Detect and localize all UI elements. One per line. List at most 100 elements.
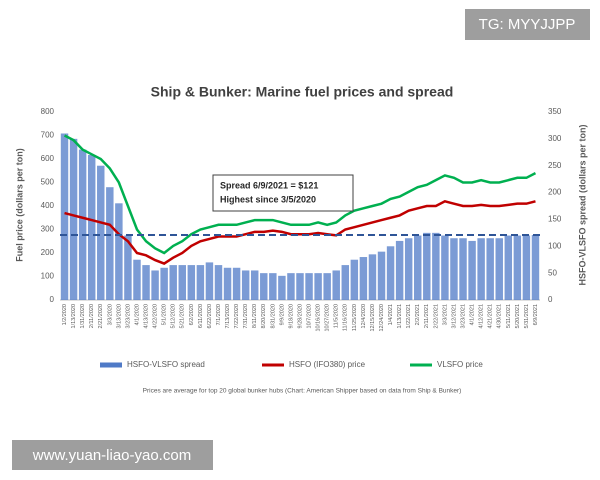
y2-tick-label: 100 <box>548 241 562 250</box>
x-tick-label: 12/15/2020 <box>370 304 376 332</box>
bar <box>386 246 395 300</box>
bar <box>151 270 159 300</box>
y-tick-label: 800 <box>41 107 55 116</box>
x-tick-label: 10/27/2020 <box>325 304 331 332</box>
bar <box>278 275 286 300</box>
y2-tick-label: 250 <box>548 161 562 170</box>
x-tick-label: 8/31/2020 <box>270 304 276 328</box>
bar <box>241 270 250 300</box>
bar <box>359 257 368 300</box>
legend-label: HSFO-VLSFO spread <box>127 360 205 369</box>
bar <box>495 238 503 300</box>
x-tick-label: 6/2/2020 <box>189 304 195 325</box>
bar <box>223 267 232 300</box>
x-tick-label: 9/9/2020 <box>279 304 285 325</box>
bar <box>97 165 105 300</box>
x-tick-label: 11/25/2020 <box>352 304 358 331</box>
bar <box>477 238 485 300</box>
x-tick-label: 5/21/2020 <box>180 304 186 328</box>
watermark: TG: MYYJJPP <box>479 16 576 33</box>
y-tick-label: 500 <box>41 178 55 187</box>
x-tick-label: 1/22/2021 <box>406 304 412 328</box>
bar <box>269 273 277 300</box>
x-tick-label: 7/1/2020 <box>216 304 222 325</box>
x-tick-label: 4/1/2021 <box>470 304 476 325</box>
bar <box>414 235 422 300</box>
bar <box>368 254 377 300</box>
legend-label: HSFO (IFO380) price <box>289 360 366 369</box>
x-tick-label: 4/13/2020 <box>143 304 149 328</box>
bar <box>287 273 295 300</box>
bar <box>504 235 513 300</box>
bar <box>531 235 540 300</box>
bar <box>205 262 214 300</box>
x-tick-label: 5/20/2021 <box>515 304 521 328</box>
x-tick-label: 1/4/2021 <box>388 304 394 325</box>
x-tick-label: 2/2/2021 <box>415 304 421 325</box>
bar <box>423 232 431 300</box>
x-tick-label: 3/12/2021 <box>451 304 457 328</box>
x-tick-label: 5/11/2021 <box>506 304 512 328</box>
x-tick-label: 4/22/2020 <box>153 304 159 328</box>
y2-tick-label: 0 <box>548 295 553 304</box>
bar <box>305 273 313 300</box>
watermark: www.yuan-liao-yao.com <box>32 447 191 464</box>
bar <box>187 265 196 300</box>
bar <box>214 265 223 300</box>
x-tick-label: 12/4/2020 <box>361 304 367 328</box>
x-tick-label: 2/11/2020 <box>89 304 95 328</box>
bar <box>395 240 404 300</box>
bar <box>404 238 413 300</box>
legend-label: VLSFO price <box>437 360 483 369</box>
bar <box>486 238 494 300</box>
y-tick-label: 100 <box>41 272 55 281</box>
bar <box>124 235 132 300</box>
x-tick-label: 5/12/2020 <box>171 304 177 328</box>
bar <box>296 273 304 300</box>
footnote: Prices are average for top 20 global bun… <box>143 388 462 395</box>
x-tick-label: 4/1/2020 <box>134 304 140 325</box>
bar <box>332 270 340 300</box>
bar <box>178 265 186 300</box>
x-tick-label: 3/13/2020 <box>116 304 122 328</box>
x-tick-label: 3/3/2020 <box>107 304 113 325</box>
chart-title: Ship & Bunker: Marine fuel prices and sp… <box>151 84 454 100</box>
bar <box>169 265 177 300</box>
x-tick-label: 6/22/2020 <box>207 304 213 328</box>
bar <box>160 267 168 300</box>
x-tick-label: 9/18/2020 <box>288 304 294 328</box>
x-tick-label: 1/13/2020 <box>71 304 77 328</box>
line <box>63 134 537 255</box>
x-tick-label: 10/16/2020 <box>316 304 322 332</box>
bar <box>350 259 359 300</box>
watermark-box <box>12 440 213 470</box>
y-tick-label: 300 <box>41 225 55 234</box>
annotation-box <box>212 174 354 212</box>
bar <box>260 273 268 300</box>
bar <box>314 273 322 300</box>
bar <box>115 203 123 300</box>
x-tick-label: 2/22/2021 <box>433 304 439 328</box>
x-tick-label: 4/12/2021 <box>479 304 485 328</box>
x-tick-label: 5/31/2021 <box>524 304 530 328</box>
bar <box>522 235 531 300</box>
bar <box>250 270 259 300</box>
x-tick-label: 5/1/2020 <box>162 304 168 325</box>
bar <box>432 232 440 300</box>
x-tick-label: 4/21/2021 <box>488 304 494 328</box>
x-tick-label: 7/31/2020 <box>243 304 249 328</box>
y2-tick-label: 300 <box>548 134 562 143</box>
y2-tick-label: 350 <box>548 107 562 116</box>
x-tick-label: 1/31/2020 <box>80 304 86 328</box>
y-tick-label: 700 <box>41 131 55 140</box>
bar <box>377 251 386 300</box>
x-tick-label: 3/23/2020 <box>125 304 131 328</box>
x-tick-label: 1/13/2021 <box>397 304 403 328</box>
bar <box>133 259 141 300</box>
x-tick-label: 10/7/2020 <box>307 304 313 328</box>
x-tick-label: 2/21/2020 <box>98 304 104 328</box>
bar <box>69 138 78 300</box>
bar <box>106 187 114 300</box>
bar <box>142 265 150 300</box>
x-tick-label: 2/11/2021 <box>424 304 430 328</box>
